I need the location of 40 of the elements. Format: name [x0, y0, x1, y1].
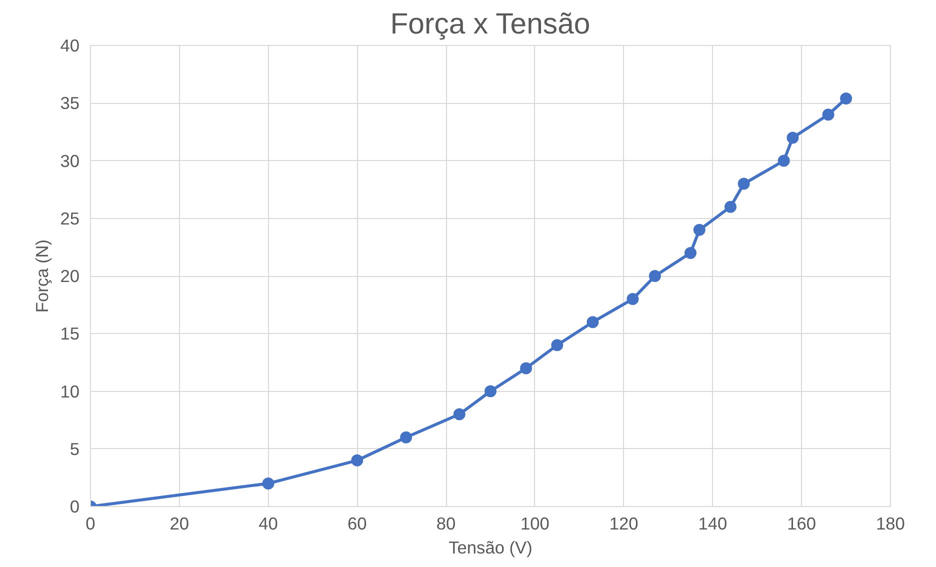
x-tick-label: 40 [258, 514, 278, 534]
x-tick-label: 120 [609, 514, 638, 534]
point [586, 316, 599, 328]
point [400, 431, 412, 444]
x-tick-label: 100 [520, 514, 550, 534]
point [693, 224, 706, 236]
y-tick-label: 20 [60, 266, 80, 286]
point [738, 178, 750, 190]
x-tick-label: 140 [698, 514, 728, 534]
x-axis-title: Tensão (V) [448, 538, 532, 558]
chart-title: Força x Tensão [390, 8, 590, 40]
y-tick-label: 15 [60, 324, 80, 344]
x-tick-label: 0 [86, 514, 96, 534]
point [778, 154, 790, 167]
point [262, 477, 274, 490]
y-tick-label: 0 [70, 496, 80, 516]
y-tick-label: 10 [60, 381, 80, 402]
y-tick-label: 30 [60, 150, 80, 171]
point [626, 293, 639, 306]
y-tick-label: 35 [60, 93, 80, 114]
y-axis-title: Força (N) [32, 239, 52, 313]
x-tick-label: 80 [436, 514, 456, 534]
x-tick-label: 180 [876, 514, 905, 534]
point [520, 362, 532, 374]
x-tick-label: 160 [787, 514, 816, 534]
y-tick-label: 25 [60, 208, 80, 228]
point [786, 132, 799, 144]
point [351, 454, 364, 466]
point [684, 246, 696, 259]
point [648, 270, 661, 282]
point [551, 339, 564, 352]
y-tick-label: 40 [60, 36, 80, 56]
y-tick-label: 5 [70, 438, 80, 459]
point [840, 92, 852, 105]
point [484, 385, 496, 398]
x-tick-label: 20 [170, 514, 190, 534]
point [453, 408, 466, 420]
point [822, 108, 834, 121]
x-tick-label: 60 [348, 514, 367, 534]
point [724, 200, 736, 213]
